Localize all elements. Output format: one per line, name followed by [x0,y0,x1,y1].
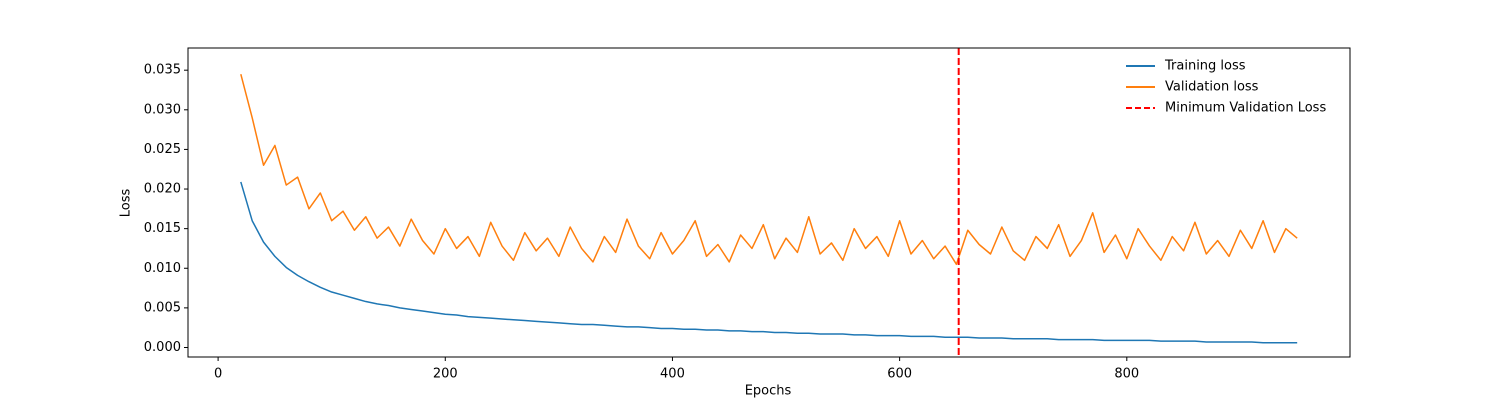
legend-label: Minimum Validation Loss [1165,101,1326,116]
y-tick-label: 0.005 [144,300,181,315]
series-line [240,181,1298,344]
y-tick-label: 0.035 [144,63,181,78]
y-tick-label: 0.010 [144,261,181,276]
legend-label: Validation loss [1165,80,1259,95]
x-tick-label: 800 [1114,367,1139,382]
y-tick-label: 0.020 [144,182,181,197]
y-tick-label: 0.025 [144,142,181,157]
x-axis-label: Epochs [745,384,792,399]
legend-label: Training loss [1164,59,1246,74]
y-axis-label: Loss [119,189,134,218]
x-tick-label: 400 [660,367,685,382]
x-tick-label: 200 [433,367,458,382]
y-tick-label: 0.030 [144,102,181,117]
axes-frame [187,47,1351,358]
y-tick-label: 0.015 [144,221,181,236]
y-tick-label: 0.000 [144,340,181,355]
x-tick-label: 0 [214,367,222,382]
x-tick-label: 600 [887,367,912,382]
series-line [240,73,1298,266]
